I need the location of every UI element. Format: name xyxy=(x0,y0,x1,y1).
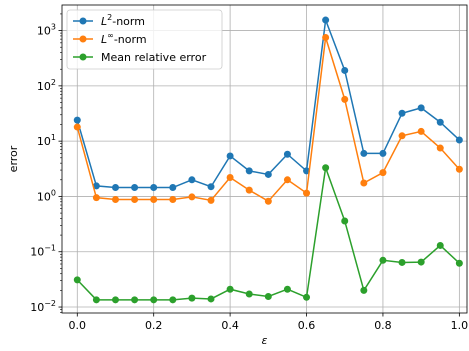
series-1-point xyxy=(207,183,215,191)
plot-frame xyxy=(61,4,468,314)
legend-item-3: Mean relative error xyxy=(73,51,207,64)
series-2-point xyxy=(436,144,444,152)
legend-label: Mean relative error xyxy=(101,51,207,64)
series-3-point xyxy=(207,295,215,303)
x-tick-label: 0.8 xyxy=(374,319,392,332)
series-2-point xyxy=(111,196,119,204)
legend-swatch-marker xyxy=(79,17,87,25)
legend-box xyxy=(66,9,223,70)
series-1-point xyxy=(131,184,139,192)
series-2-point xyxy=(303,189,311,197)
series-1-point xyxy=(92,182,100,190)
series-2-point xyxy=(417,127,425,135)
series-2-point xyxy=(92,194,100,202)
x-tick-label: 0.6 xyxy=(298,319,316,332)
series-3-point xyxy=(455,259,463,267)
series-3-point xyxy=(417,258,425,266)
series-2-point xyxy=(169,196,177,204)
series-1-point xyxy=(111,184,119,192)
x-tick-label: 0.2 xyxy=(145,319,163,332)
series-2-point xyxy=(398,132,406,140)
series-1-point xyxy=(379,149,387,157)
series-1-point xyxy=(283,150,291,158)
series-2-point xyxy=(188,193,196,201)
series-3-point xyxy=(360,286,368,294)
series-layer xyxy=(73,16,463,304)
series-1-point xyxy=(264,170,272,178)
series-2-point xyxy=(455,165,463,173)
series-2-point xyxy=(131,196,139,204)
series-3-point xyxy=(322,164,330,172)
axis-ticks: 0.0 0.2 0.4 0.6 0.8 1.0 10−2 10−1 100 101 102 103 xyxy=(30,13,469,332)
series-2-point xyxy=(245,186,253,194)
series-1-point xyxy=(226,152,234,160)
series-2-point xyxy=(264,197,272,205)
series-3-point xyxy=(111,296,119,304)
series-3-point xyxy=(436,241,444,249)
series-1-point xyxy=(341,66,349,74)
series-2-point xyxy=(360,179,368,187)
legend-item-1: L2-norm xyxy=(73,13,145,28)
series-2-point xyxy=(150,196,158,204)
x-tick-label: 0.0 xyxy=(69,319,87,332)
series-2-point xyxy=(322,33,330,41)
y-tick-label: 102 xyxy=(37,78,56,93)
legend-swatch-marker xyxy=(79,53,87,61)
legend: L2-norm L∞-norm Mean relative error xyxy=(66,9,223,70)
series-1-point xyxy=(322,16,330,24)
series-3-point xyxy=(303,293,311,301)
series-3-point xyxy=(92,296,100,304)
x-tick-label: 0.4 xyxy=(221,319,239,332)
series-1-point xyxy=(436,118,444,126)
series-1-point xyxy=(360,149,368,157)
x-tick-label: 1.0 xyxy=(451,319,469,332)
series-3-point xyxy=(341,217,349,225)
series-3-point xyxy=(379,256,387,264)
series-3-point xyxy=(283,285,291,293)
series-3-point xyxy=(73,276,81,284)
series-3-point xyxy=(188,294,196,302)
series-2-point xyxy=(283,176,291,184)
y-tick-label: 103 xyxy=(37,23,56,38)
legend-item-2: L∞-norm xyxy=(73,31,147,46)
series-3-point xyxy=(398,258,406,266)
series-2-point xyxy=(207,196,215,204)
series-1 xyxy=(73,16,463,192)
series-1-point xyxy=(169,184,177,192)
series-2 xyxy=(73,33,463,205)
y-tick-label: 101 xyxy=(37,133,56,148)
series-2-point xyxy=(73,123,81,131)
series-1-point xyxy=(245,167,253,175)
series-1-point xyxy=(455,136,463,144)
y-tick-label: 10−2 xyxy=(30,299,56,314)
series-3-point xyxy=(264,293,272,301)
y-tick-label: 10−1 xyxy=(30,244,56,259)
series-1-point xyxy=(73,116,81,124)
series-2-point xyxy=(341,95,349,103)
x-axis-label: ε xyxy=(262,334,268,347)
series-3-point xyxy=(226,285,234,293)
series-3-point xyxy=(245,290,253,298)
series-3-point xyxy=(150,296,158,304)
series-1-point xyxy=(398,109,406,117)
series-1-point xyxy=(417,104,425,112)
legend-swatch-marker xyxy=(79,35,87,43)
y-tick-label: 100 xyxy=(37,188,56,203)
legend-label: L∞-norm xyxy=(101,31,147,46)
series-3 xyxy=(73,164,463,304)
series-2-point xyxy=(226,174,234,182)
series-3-point xyxy=(169,296,177,304)
series-1-point xyxy=(188,176,196,184)
legend-label: L2-norm xyxy=(101,13,145,28)
series-1-point xyxy=(150,184,158,192)
series-2-point xyxy=(379,169,387,177)
series-3-point xyxy=(131,296,139,304)
y-axis-label: error xyxy=(7,145,20,172)
series-1-point xyxy=(303,167,311,175)
